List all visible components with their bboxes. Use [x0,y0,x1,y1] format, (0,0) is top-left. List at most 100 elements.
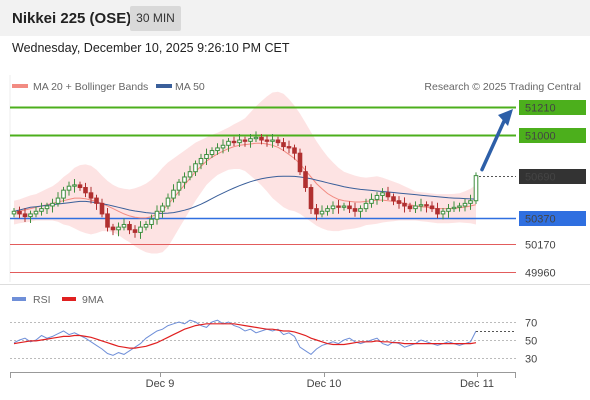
x-tick-label: Dec 9 [146,378,175,390]
rsi-legend-swatch [12,297,26,301]
candle-body [176,181,182,191]
candle-body [363,202,369,210]
ma20-legend-swatch [12,84,28,88]
level-label-49960: 49960 [525,268,556,280]
candle-body [187,171,193,178]
arrow-shaft [480,117,507,172]
candle-body [275,139,281,144]
candles [11,131,479,239]
candle-body [314,208,319,215]
arrow-head [498,109,513,126]
candle-body [17,210,22,215]
candle-body [237,139,242,144]
candle-body [281,142,286,148]
rsi-ma-line [13,323,477,349]
level-labels: 51210 51000 50690 50370 50170 49960 [519,100,586,280]
candle-body [418,204,424,207]
candle-body [105,213,110,228]
candle-body [385,192,391,198]
candle-body [121,223,127,228]
candle-body [61,189,66,199]
level-label-bg-51000 [519,128,586,143]
candle-body [50,202,55,207]
candle-body [374,194,380,200]
candle-body [182,176,187,183]
candle-body [424,204,429,207]
candle-body [198,157,204,165]
candle-body [462,202,468,207]
candle-body [292,147,297,154]
candle-body [440,210,446,215]
candle-body [33,210,39,215]
level-label-bg-50690 [519,169,586,184]
level-label-50170: 50170 [525,240,556,252]
candle-body [319,210,325,215]
ma50-legend-label: MA 50 [175,81,205,93]
candle-body [336,205,341,208]
candle-body [259,136,264,141]
candle-body [446,208,451,212]
candle-body [204,154,209,159]
candle-body [270,139,275,142]
candle-body [308,187,314,210]
candle-body [116,226,121,231]
candle-body [253,136,259,140]
level-label-51210: 51210 [525,103,556,115]
candle-body [72,184,77,187]
candle-body [358,208,363,212]
candle-body [391,196,396,202]
candle-body [209,150,215,156]
candle-body [94,197,99,204]
candle-body [264,139,270,142]
candle-body [231,140,237,144]
candle-body [435,208,440,215]
candle-body [330,205,336,210]
candle-body [413,205,418,210]
candle-body [402,202,407,207]
rsi-tick-30: 30 [525,354,537,366]
rsi-line [13,319,477,356]
price-levels [10,106,516,273]
level-label-bg-50370 [519,211,586,226]
candle-body [468,200,473,204]
level-label-50690: 50690 [525,172,556,184]
timeframe-button[interactable]: 30 MIN [130,6,181,31]
target-arrow [480,109,513,172]
candle-body [242,139,248,142]
rsi-tick-70: 70 [525,318,537,330]
candle-body [149,218,154,225]
candle-body [11,210,17,215]
candle-body [165,197,171,207]
candle-body [352,208,358,212]
candle-body [429,205,435,210]
rsi-panel: 70 50 30 [10,318,537,366]
candle-body [28,213,33,218]
rsi-legend-label: RSI [33,294,51,306]
level-label-50370: 50370 [525,214,556,226]
candle-body [154,210,160,220]
candle-body [143,223,149,228]
candle-body [369,198,374,204]
instrument-title: Nikkei 225 (OSE) [12,10,132,27]
watermark: Research © 2025 Trading Central [424,81,581,93]
candle-body [215,147,220,152]
candle-body [44,205,50,210]
candle-body [171,189,176,199]
candle-body [55,197,61,204]
candle-body [473,175,479,202]
header-bar: Nikkei 225 (OSE) 30 MIN [0,0,590,36]
rsi-tick-50: 50 [525,336,537,348]
x-ticks: Dec 9 Dec 10 Dec 11 [146,372,494,390]
candle-body [407,205,413,210]
x-tick-label: Dec 10 [307,378,342,390]
candle-body [160,205,165,212]
candle-body [396,200,402,204]
candle-body [77,184,83,189]
candle-body [303,171,308,189]
candle-body [380,192,385,196]
candle-body [22,213,28,218]
candle-body [341,205,347,208]
candle-body [451,206,457,210]
candle-body [110,226,116,231]
